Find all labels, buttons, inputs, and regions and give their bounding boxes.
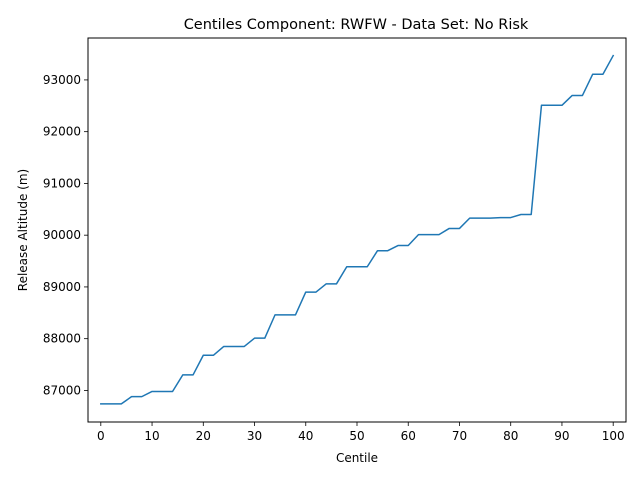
- y-axis-label: Release Altitude (m): [16, 169, 30, 291]
- y-tick-label: 90000: [43, 228, 81, 242]
- y-axis: 87000 88000 89000 90000 91000 92000 93000: [43, 73, 88, 397]
- x-tick-label: 10: [144, 429, 159, 443]
- x-tick-label: 90: [554, 429, 569, 443]
- y-tick-label: 88000: [43, 332, 81, 346]
- x-tick-label: 20: [196, 429, 211, 443]
- y-tick-label: 89000: [43, 280, 81, 294]
- plot-area: [100, 54, 615, 405]
- x-axis-label: Centile: [336, 451, 378, 465]
- x-axis: 0 10 20 30 40 50 60 70 80 90 100: [97, 422, 625, 443]
- x-tick-label: 80: [503, 429, 518, 443]
- x-tick-label: 70: [452, 429, 467, 443]
- x-tick-label: 50: [349, 429, 364, 443]
- y-tick-label: 87000: [43, 383, 81, 397]
- y-tick-label: 91000: [43, 176, 81, 190]
- x-tick-label: 100: [602, 429, 625, 443]
- y-tick-label: 93000: [43, 73, 81, 87]
- x-tick-label: 30: [247, 429, 262, 443]
- x-tick-label: 0: [97, 429, 105, 443]
- series-line-0: [100, 54, 615, 405]
- x-tick-label: 60: [401, 429, 416, 443]
- chart-title: Centiles Component: RWFW - Data Set: No …: [184, 17, 529, 33]
- x-tick-label: 40: [298, 429, 313, 443]
- y-tick-label: 92000: [43, 125, 81, 139]
